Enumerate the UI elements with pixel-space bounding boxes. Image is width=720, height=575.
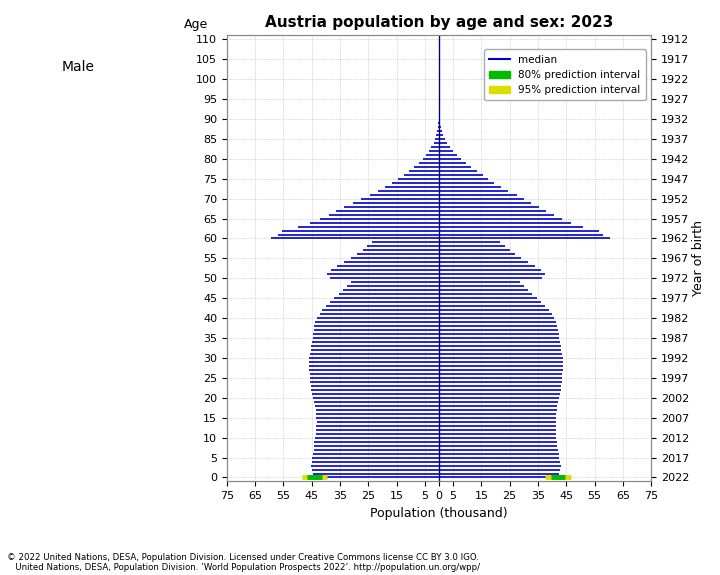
X-axis label: Population (thousand): Population (thousand) (370, 507, 508, 520)
Text: Female: Female (499, 60, 549, 74)
Y-axis label: Year of birth: Year of birth (692, 220, 705, 296)
Text: Age: Age (184, 18, 209, 31)
Text: © 2022 United Nations, DESA, Population Division. Licensed under Creative Common: © 2022 United Nations, DESA, Population … (7, 553, 480, 572)
Legend: median, 80% prediction interval, 95% prediction interval: median, 80% prediction interval, 95% pre… (484, 49, 646, 100)
Text: Male: Male (62, 60, 95, 74)
Title: Austria population by age and sex: 2023: Austria population by age and sex: 2023 (265, 15, 613, 30)
